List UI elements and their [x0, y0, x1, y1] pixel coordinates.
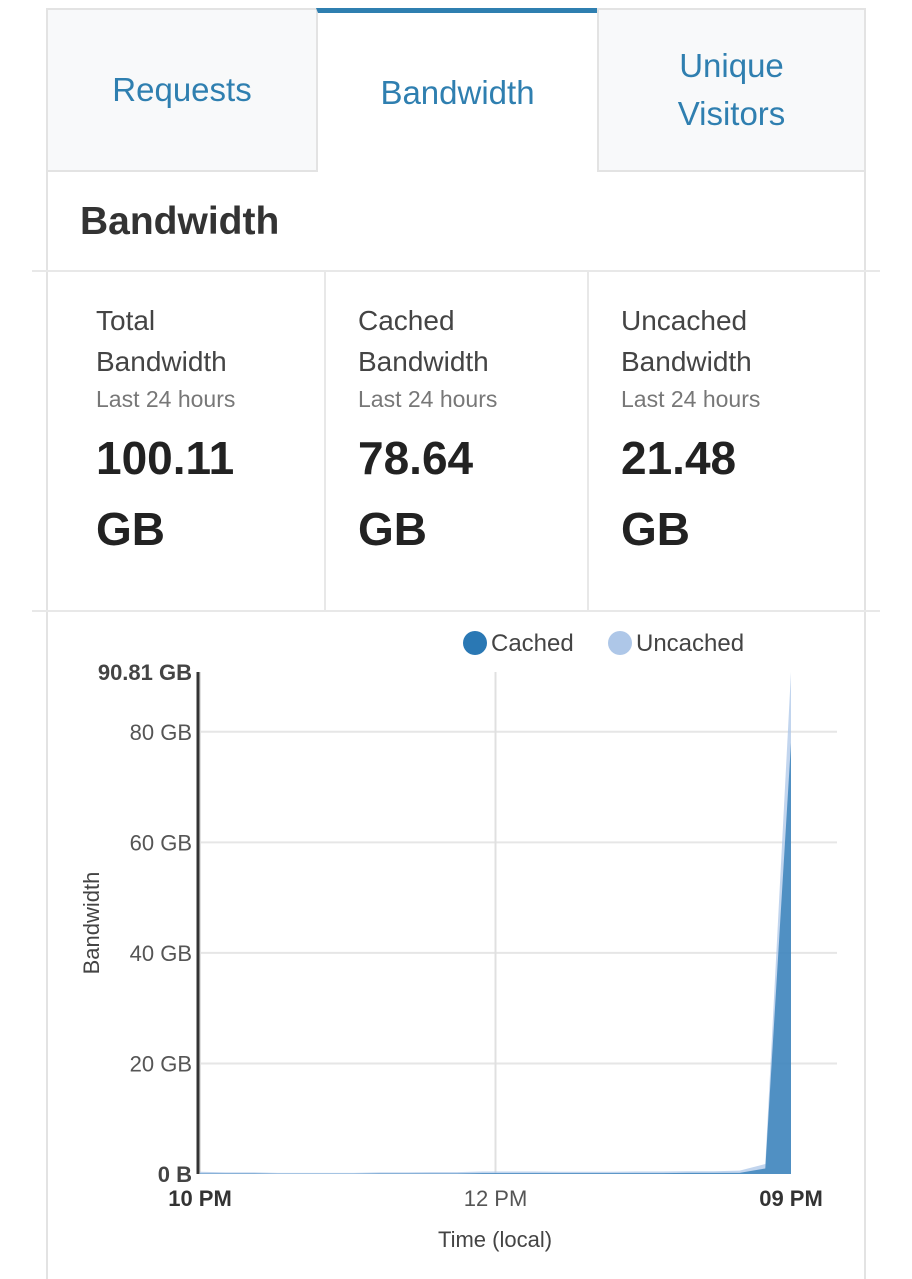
stat-period: Last 24 hours	[358, 386, 498, 412]
section-title: Bandwidth	[80, 200, 280, 243]
stat-cached-bandwidth: Cached Bandwidth Last 24 hours 78.64 GB	[358, 300, 578, 565]
legend-uncached-marker	[608, 631, 632, 655]
divider	[587, 271, 589, 610]
y-tick-label: 0 B	[158, 1162, 192, 1187]
divider	[324, 271, 326, 610]
tab-bandwidth-label: Bandwidth	[380, 73, 535, 111]
x-tick-label: 09 PM	[759, 1186, 823, 1211]
stat-total-bandwidth: Total Bandwidth Last 24 hours 100.11 GB	[96, 300, 316, 565]
y-axis-title: Bandwidth	[79, 872, 104, 975]
x-tick-label: 12 PM	[464, 1186, 528, 1211]
stat-title: Uncached Bandwidth	[621, 305, 752, 377]
legend-cached-marker	[463, 631, 487, 655]
legend-cached-label: Cached	[491, 630, 574, 657]
tab-bandwidth[interactable]: Bandwidth	[316, 8, 599, 172]
x-axis-title: Time (local)	[438, 1227, 552, 1252]
y-tick-label: 40 GB	[130, 941, 192, 966]
stat-value: 21.48 GB	[621, 432, 737, 555]
y-tick-label: 60 GB	[130, 830, 192, 855]
tab-bar: Requests Bandwidth Unique Visitors	[46, 8, 866, 172]
y-tick-label: 90.81 GB	[98, 660, 192, 685]
bandwidth-panel	[46, 8, 866, 1279]
stat-value: 100.11 GB	[96, 432, 235, 555]
stat-period: Last 24 hours	[621, 386, 761, 412]
stat-value: 78.64 GB	[358, 432, 474, 555]
legend-uncached-label: Uncached	[636, 630, 744, 657]
y-tick-label: 80 GB	[130, 720, 192, 745]
tab-requests[interactable]: Requests	[46, 8, 318, 172]
chart-svg: 0 B 20 GB 40 GB 60 GB 80 GB 90.81 GB 10 PM 12 P…	[79, 630, 837, 1252]
stat-period: Last 24 hours	[96, 386, 236, 412]
x-tick-label: 10 PM	[168, 1186, 232, 1211]
bandwidth-chart: 0 B 20 GB 40 GB 60 GB 80 GB 90.81 GB 10 PM 12 P…	[48, 612, 864, 1272]
tab-requests-label: Requests	[112, 71, 252, 108]
tab-unique-visitors-label: Unique Visitors	[677, 47, 786, 132]
y-tick-label: 20 GB	[130, 1051, 192, 1076]
stat-title: Cached Bandwidth	[358, 305, 489, 377]
divider	[32, 270, 880, 272]
stat-uncached-bandwidth: Uncached Bandwidth Last 24 hours 21.48 G…	[621, 300, 841, 565]
stat-title: Total Bandwidth	[96, 305, 227, 377]
divider	[32, 610, 880, 612]
tab-unique-visitors[interactable]: Unique Visitors	[597, 8, 866, 172]
